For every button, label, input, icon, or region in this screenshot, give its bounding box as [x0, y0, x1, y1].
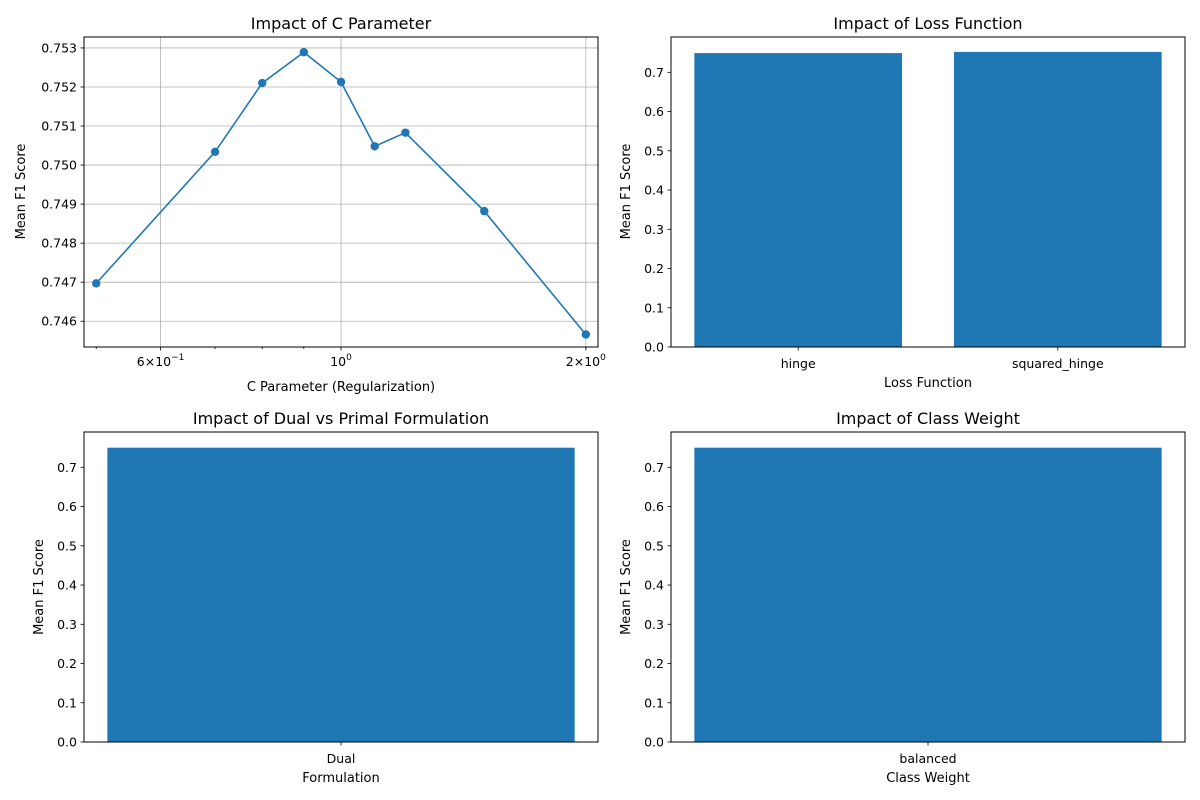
y-tick-label: 0.5 — [644, 143, 664, 158]
x-tick-label: hinge — [781, 356, 816, 371]
y-tick-label: 0.2 — [644, 656, 664, 671]
y-tick-label: 0.0 — [644, 340, 664, 355]
x-tick-label: 6×10−1 — [137, 353, 185, 369]
x-tick-label: squared_hinge — [1012, 356, 1104, 371]
y-tick-label: 0.6 — [644, 499, 664, 514]
y-tick-label: 0.752 — [41, 79, 77, 94]
y-tick-label: 0.749 — [41, 197, 77, 212]
bar — [953, 51, 1162, 348]
chart-title: Impact of Loss Function — [833, 14, 1022, 33]
data-point — [336, 77, 346, 87]
y-tick-label: 0.4 — [57, 578, 77, 593]
bar — [694, 447, 1162, 742]
loss-function-chart: Impact of Loss Function Loss Function Me… — [619, 14, 1186, 391]
axes-frame — [670, 431, 1186, 743]
y-tick-label: 0.753 — [41, 40, 77, 55]
x-tick-label: 100 — [330, 353, 352, 369]
y-tick-label: 0.1 — [57, 695, 77, 710]
y-tick-label: 0.3 — [644, 222, 664, 237]
chart-title: Impact of C Parameter — [251, 14, 432, 33]
y-tick-label: 0.746 — [41, 314, 77, 329]
data-point — [258, 78, 267, 88]
y-tick-label: 0.0 — [57, 735, 77, 750]
formulation-chart: Impact of Dual vs Primal Formulation For… — [32, 409, 599, 786]
y-tick-label: 0.5 — [644, 538, 664, 553]
y-tick-label: 0.1 — [644, 300, 664, 315]
y-tick-label: 0.6 — [644, 104, 664, 119]
y-tick-label: 0.3 — [57, 617, 77, 632]
c-parameter-chart: Impact of C Parameter C Parameter (Regul… — [14, 14, 606, 395]
y-axis-label: Mean F1 Score — [619, 144, 634, 240]
y-axis-label: Mean F1 Score — [32, 539, 47, 635]
y-tick-label: 0.2 — [644, 261, 664, 276]
y-tick-label: 0.6 — [57, 499, 77, 514]
axes-frame — [83, 431, 599, 743]
x-tick-label: balanced — [899, 751, 956, 766]
data-point — [370, 142, 379, 151]
y-tick-label: 0.7 — [644, 65, 664, 80]
y-tick-label: 0.3 — [644, 617, 664, 632]
y-tick-label: 0.4 — [644, 578, 664, 593]
bar — [107, 447, 575, 742]
x-axis-label: Formulation — [302, 771, 379, 786]
y-tick-label: 0.751 — [41, 119, 77, 134]
axes-frame — [670, 36, 1186, 348]
chart-title: Impact of Dual vs Primal Formulation — [193, 409, 489, 428]
data-point — [92, 279, 101, 288]
class-weight-chart: Impact of Class Weight Class Weight Mean… — [619, 409, 1186, 786]
data-point — [210, 147, 220, 156]
chart-title: Impact of Class Weight — [836, 409, 1020, 428]
y-tick-label: 0.2 — [57, 656, 77, 671]
y-tick-label: 0.1 — [644, 695, 664, 710]
data-point — [299, 48, 309, 57]
x-axis-label: C Parameter (Regularization) — [247, 380, 435, 395]
axes-frame — [83, 36, 599, 348]
data-point — [581, 330, 591, 339]
data-point — [401, 128, 410, 137]
x-axis-label: Class Weight — [886, 771, 970, 786]
y-tick-label: 0.7 — [57, 460, 77, 475]
y-tick-label: 0.4 — [644, 183, 664, 198]
y-tick-label: 0.7 — [644, 460, 664, 475]
y-tick-label: 0.747 — [41, 275, 77, 290]
y-tick-label: 0.0 — [644, 735, 664, 750]
x-tick-label: 2×100 — [566, 353, 606, 369]
y-tick-label: 0.750 — [41, 158, 77, 173]
bar — [694, 53, 903, 347]
y-axis-label: Mean F1 Score — [14, 144, 29, 240]
y-tick-label: 0.748 — [41, 236, 77, 251]
x-tick-label: Dual — [327, 751, 356, 766]
data-point — [480, 206, 489, 216]
y-tick-label: 0.5 — [57, 538, 77, 553]
x-axis-label: Loss Function — [884, 376, 972, 391]
y-axis-label: Mean F1 Score — [619, 539, 634, 635]
